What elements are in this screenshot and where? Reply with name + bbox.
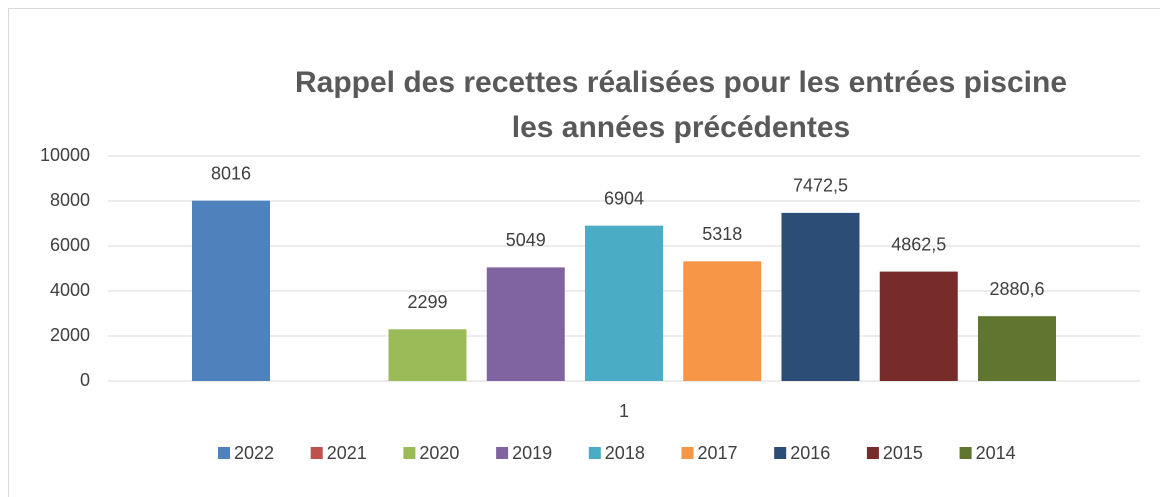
y-tick-label: 2000 [50, 325, 90, 345]
bar [585, 225, 663, 381]
data-label: 8016 [211, 163, 251, 183]
bar [388, 329, 467, 381]
y-tick-label: 4000 [50, 280, 90, 300]
legend-swatch [681, 447, 694, 459]
legend-swatch [218, 447, 230, 459]
bar [486, 267, 565, 381]
data-label: 2880,6 [989, 279, 1044, 299]
legend-label: 2022 [234, 443, 274, 463]
y-tick-label: 10000 [40, 145, 90, 165]
chart-title: les années précédentes [512, 111, 851, 144]
data-label: 6904 [604, 188, 644, 208]
bar [683, 261, 762, 381]
bar [978, 316, 1056, 381]
x-tick-label: 1 [619, 401, 629, 421]
legend-label: 2018 [605, 443, 645, 463]
legend-swatch [588, 447, 601, 459]
bar [192, 200, 270, 381]
legend-swatch [403, 447, 416, 459]
bar [781, 212, 860, 381]
chart-title: Rappel des recettes réalisées pour les e… [295, 66, 1067, 99]
legend-label: 2019 [512, 443, 552, 463]
legend-label: 2015 [883, 443, 923, 463]
data-label: 2299 [407, 292, 447, 312]
legend-label: 2017 [698, 443, 738, 463]
y-tick-label: 6000 [50, 235, 90, 255]
legend-swatch [496, 447, 509, 459]
legend-label: 2014 [976, 443, 1016, 463]
legend-label: 2021 [327, 443, 367, 463]
legend-label: 2016 [790, 443, 830, 463]
y-tick-label: 0 [80, 370, 90, 390]
data-label: 5318 [702, 224, 742, 244]
legend-swatch [866, 447, 879, 459]
legend-swatch [310, 447, 323, 459]
bar [879, 271, 958, 381]
data-label: 4862,5 [891, 234, 946, 254]
data-label: 7472,5 [793, 176, 848, 196]
legend-swatch [959, 447, 972, 459]
y-tick-label: 8000 [50, 190, 90, 210]
legend-label: 2020 [419, 443, 459, 463]
legend-swatch [774, 447, 787, 459]
data-label: 5049 [506, 230, 546, 250]
